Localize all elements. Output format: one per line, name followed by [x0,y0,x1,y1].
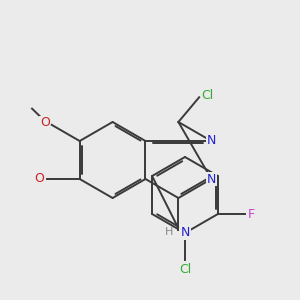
Text: H: H [37,174,45,184]
Text: H: H [165,227,173,237]
Text: N: N [207,134,216,148]
Text: F: F [248,208,255,220]
Text: O: O [32,172,45,185]
Text: N: N [207,172,216,185]
Text: O: O [40,116,50,129]
Text: N: N [180,226,190,239]
Text: Cl: Cl [201,89,213,102]
Text: Cl: Cl [179,262,191,276]
